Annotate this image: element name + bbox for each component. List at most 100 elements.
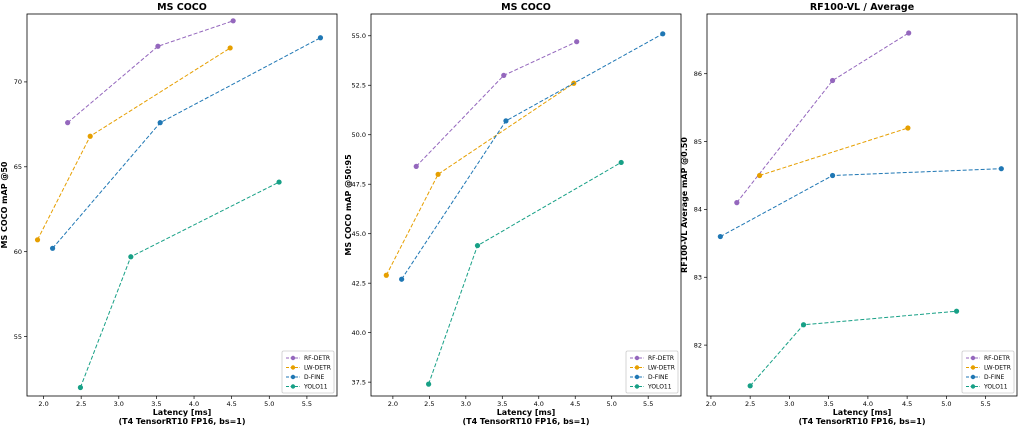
series-d-fine (399, 31, 666, 282)
chart-panel-2: MS COCO 2.0 2.5 3.0 3.5 4.0 4.5 5.0 5.5 37.5 40.0 4… (344, 2, 682, 426)
y-tick-label: 47.5 (352, 181, 366, 189)
y-tick-label: 50.0 (352, 131, 366, 139)
axes-frame (26, 13, 338, 397)
series-line (736, 32, 909, 203)
y-tick-label: 60 (14, 248, 22, 256)
data-point (276, 179, 282, 185)
chart-panel-3: RF100-VL / Average 2.0 2.5 3.0 3.5 4.0 4.5 5.0 5… (680, 2, 1018, 426)
legend-label: YOLO11 (303, 384, 328, 391)
legend-label: RF-DETR (304, 355, 330, 362)
legend-label: LW-DETR (648, 365, 675, 372)
legend-swatch-marker (970, 355, 976, 361)
legend: RF-DETR LW-DETR D-FINE YOLO11 (961, 350, 1015, 394)
chart-title: MS COCO (501, 2, 551, 13)
legend-label: D-FINE (984, 374, 1004, 381)
x-axis-sublabel: (T4 TensorRT10 FP16, bs=1) (798, 417, 925, 426)
x-tick-label: 4.5 (226, 400, 236, 408)
x-tick-label: 5.0 (941, 400, 951, 408)
data-point (501, 72, 507, 78)
data-point (227, 45, 233, 51)
series-line (67, 20, 234, 124)
series-rf-detr (734, 30, 912, 206)
series-lw-detr (383, 80, 577, 278)
x-tick-label: 4.0 (534, 400, 544, 408)
y-tick-label: 84 (694, 206, 702, 214)
series-yolo11 (747, 308, 960, 389)
data-point (574, 39, 580, 45)
data-point (413, 163, 419, 170)
series-rf-detr (65, 18, 236, 126)
x-axis-label: Latency [ms] (497, 408, 556, 417)
series-lw-detr (756, 125, 911, 179)
y-axis-label: MS COCO mAP @50:95 (344, 154, 353, 256)
legend-swatch-marker (634, 355, 640, 361)
legend-label: YOLO11 (983, 384, 1008, 391)
data-point (829, 172, 836, 179)
data-point (426, 381, 432, 387)
x-axis-label: Latency [ms] (833, 408, 892, 417)
series-yolo11 (426, 159, 624, 387)
y-axis-label: RF100-VL Average mAP @0.50 (680, 137, 689, 273)
legend: RF-DETR LW-DETR D-FINE YOLO11 (625, 350, 679, 394)
y-tick-label: 82 (694, 341, 702, 349)
chart-title: MS COCO (157, 2, 207, 13)
x-tick-label: 4.5 (902, 400, 912, 408)
legend-swatch-marker (290, 365, 296, 370)
legend-box (961, 350, 1015, 394)
data-point (65, 120, 71, 126)
y-tick-label: 37.5 (352, 378, 366, 386)
series-yolo11 (77, 179, 282, 391)
series-d-fine (717, 166, 1004, 240)
data-point (906, 30, 912, 36)
data-point (503, 118, 509, 124)
x-tick-label: 5.5 (643, 400, 653, 408)
series-line (749, 310, 957, 387)
series-d-fine (49, 35, 324, 251)
series-lw-detr (34, 45, 233, 243)
data-point (230, 18, 236, 24)
data-point (905, 125, 911, 131)
x-tick-label: 4.0 (189, 400, 199, 408)
x-tick-label: 2.5 (76, 400, 86, 408)
data-point (435, 171, 441, 177)
data-point (128, 254, 134, 260)
axes-frame (370, 13, 682, 397)
legend-box (625, 350, 679, 394)
data-point (747, 383, 753, 389)
data-point (157, 120, 163, 126)
legend-label: LW-DETR (984, 365, 1011, 372)
data-point (34, 237, 41, 243)
data-point (756, 172, 763, 179)
series-line (428, 161, 622, 385)
data-point (953, 308, 960, 314)
x-tick-label: 3.0 (784, 400, 794, 408)
x-tick-label: 3.5 (823, 400, 833, 408)
x-tick-label: 5.0 (607, 400, 617, 408)
y-axis-label: MS COCO mAP @50 (0, 161, 9, 248)
x-tick-label: 3.0 (114, 400, 124, 408)
y-tick-label: 83 (694, 274, 702, 282)
axes-frame (706, 13, 1018, 397)
chart-panel-1: MS COCO 2.0 2.5 3.0 3.5 4.0 4.5 5.0 5.5 55 60 65 70 L… (0, 2, 338, 426)
legend-box (281, 350, 335, 394)
data-point (155, 43, 161, 49)
data-point (998, 166, 1004, 172)
legend-swatch-marker (634, 365, 640, 370)
chart-title: RF100-VL / Average (810, 2, 914, 13)
series-line (79, 181, 280, 388)
x-tick-label: 2.0 (38, 400, 48, 408)
x-tick-label: 2.5 (424, 400, 434, 408)
x-tick-label: 3.5 (497, 400, 507, 408)
data-point (660, 31, 666, 37)
x-axis-label: Latency [ms] (153, 408, 212, 417)
x-tick-label: 2.0 (388, 400, 398, 408)
y-tick-label: 85 (694, 138, 702, 146)
x-tick-label: 2.0 (706, 400, 716, 408)
y-tick-label: 40.0 (352, 329, 366, 337)
series-line (720, 168, 1002, 238)
y-tick-label: 45.0 (352, 230, 366, 238)
data-point (800, 322, 807, 328)
legend-label: RF-DETR (648, 355, 674, 362)
series-line (37, 47, 231, 241)
